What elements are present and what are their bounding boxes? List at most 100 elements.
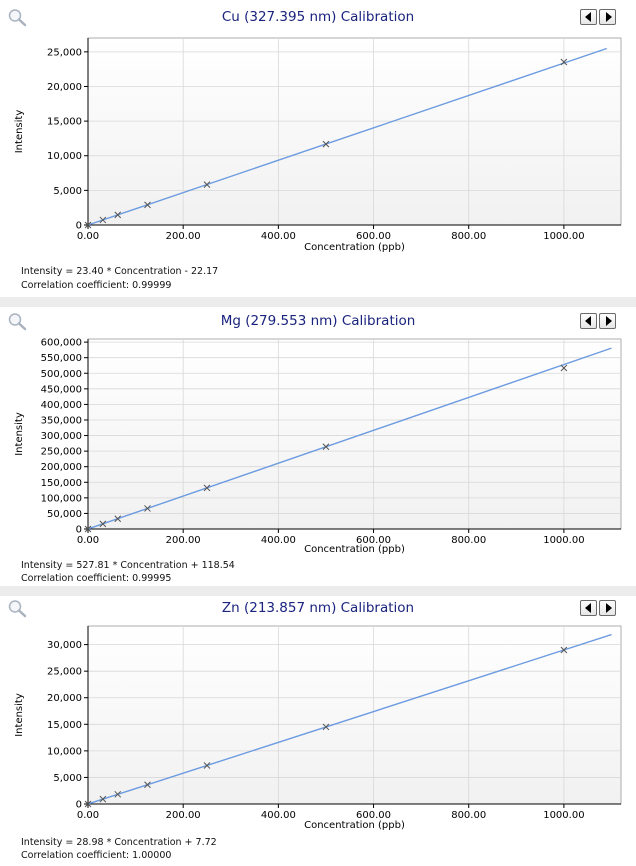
panel-separator (0, 586, 636, 596)
panel-header: Cu (327.395 nm) Calibration (4, 6, 632, 28)
y-tick-label: 250,000 (41, 447, 82, 458)
y-tick-label: 400,000 (41, 400, 82, 411)
x-tick-label: 0.00 (77, 535, 99, 546)
x-tick-label: 0.00 (77, 810, 99, 821)
previous-chart-button[interactable] (580, 600, 597, 616)
calibration-fit-line (87, 633, 612, 805)
point-mark (560, 58, 568, 66)
x-tick-label: 200.00 (166, 810, 201, 821)
y-tick-label: 450,000 (41, 384, 82, 395)
magnifier-icon[interactable] (7, 8, 29, 28)
next-chart-button[interactable] (599, 313, 616, 329)
x-tick-label: 1000.00 (543, 810, 584, 821)
arrow-left-icon (584, 12, 591, 22)
y-tick-label: 500,000 (41, 369, 82, 380)
y-tick-label: 550,000 (41, 353, 82, 364)
calibration-point (203, 181, 211, 188)
calibration-point (560, 364, 568, 372)
calibration-point (99, 520, 107, 528)
y-tick-label: 0 (76, 221, 82, 232)
calibration-equation: Intensity = 23.40 * Concentration - 22.1… (21, 266, 219, 277)
calibration-fit-line (87, 47, 607, 226)
point-mark (144, 201, 151, 209)
chart-navigation (580, 9, 616, 25)
arrow-right-icon (605, 316, 612, 326)
point-mark (203, 762, 211, 769)
calibration-chart-cu: 0 5,000 10,000 15,000 20,000 25,000 0.00 200.00… (14, 37, 622, 253)
correlation-coefficient: Correlation coefficient: 1.00000 (21, 850, 172, 861)
plot-area (87, 37, 622, 226)
calibration-point (99, 216, 107, 224)
x-tick-label: 400.00 (261, 535, 296, 546)
point-mark (99, 216, 107, 224)
y-tick-label: 10,000 (47, 151, 82, 162)
point-mark (114, 211, 122, 219)
arrow-left-icon (584, 603, 591, 613)
y-axis-label: Intensity (14, 412, 25, 456)
panel-separator (0, 297, 636, 307)
y-tick-label: 0 (76, 800, 82, 811)
chart-navigation (580, 313, 616, 329)
calibration-point (99, 795, 107, 803)
x-tick-label: 400.00 (261, 231, 296, 242)
y-tick-label: 20,000 (47, 693, 82, 704)
calibration-point (560, 646, 568, 654)
point-mark (203, 484, 211, 492)
arrow-left-icon (584, 316, 591, 326)
next-chart-button[interactable] (599, 9, 616, 25)
point-mark (203, 181, 211, 188)
point-mark (322, 723, 330, 731)
y-tick-label: 25,000 (47, 667, 82, 678)
previous-chart-button[interactable] (580, 313, 597, 329)
calibration-point (114, 790, 122, 798)
y-tick-label: 50,000 (47, 509, 82, 520)
point-mark (84, 221, 92, 229)
y-tick-label: 25,000 (47, 47, 82, 58)
next-chart-button[interactable] (599, 600, 616, 616)
x-axis-label: Concentration (ppb) (304, 820, 405, 831)
calibration-point (203, 484, 211, 492)
correlation-coefficient: Correlation coefficient: 0.99999 (21, 280, 172, 291)
calibration-point (84, 525, 92, 533)
chart-panel-zn: Zn (213.857 nm) Calibration 0 5,000 10,000… (4, 597, 632, 866)
calibration-point (322, 140, 330, 148)
y-tick-label: 30,000 (47, 640, 82, 651)
x-tick-label: 800.00 (451, 810, 486, 821)
point-mark (560, 646, 568, 654)
magnifier-icon[interactable] (7, 599, 29, 619)
x-tick-label: 600.00 (356, 535, 391, 546)
chart-panel-cu: Cu (327.395 nm) Calibration 0 5,000 10,000… (4, 6, 632, 296)
x-tick-label: 200.00 (166, 231, 201, 242)
calibration-point (322, 443, 330, 451)
calibration-chart-zn: 0 5,000 10,000 15,000 20,000 25,000 30,000 0.00… (14, 625, 622, 831)
point-mark (114, 515, 122, 523)
point-mark (322, 140, 330, 148)
x-tick-label: 400.00 (261, 810, 296, 821)
x-tick-label: 600.00 (356, 810, 391, 821)
x-tick-label: 200.00 (166, 535, 201, 546)
calibration-equation: Intensity = 28.98 * Concentration + 7.72 (21, 837, 217, 848)
point-mark (84, 800, 92, 808)
x-axis-label: Concentration (ppb) (304, 242, 405, 253)
y-tick-label: 5,000 (53, 186, 82, 197)
chart-title: Zn (213.857 nm) Calibration (221, 600, 415, 616)
y-tick-label: 15,000 (47, 720, 82, 731)
point-mark (114, 790, 122, 798)
x-tick-label: 800.00 (451, 535, 486, 546)
calibration-chart-mg: 0 50,000 100,000 150,000 200,000 250,000 300,0… (14, 338, 622, 555)
y-tick-label: 0 (76, 525, 82, 536)
magnifier-icon[interactable] (7, 312, 29, 332)
calibration-fit-line (87, 347, 612, 530)
previous-chart-button[interactable] (580, 9, 597, 25)
panel-header: Zn (213.857 nm) Calibration (4, 597, 632, 619)
arrow-right-icon (605, 12, 612, 22)
y-axis-label: Intensity (14, 693, 25, 737)
x-tick-label: 600.00 (356, 231, 391, 242)
calibration-point (114, 211, 122, 219)
y-tick-label: 300,000 (41, 431, 82, 442)
y-tick-label: 150,000 (41, 478, 82, 489)
point-mark (144, 781, 151, 789)
y-tick-label: 5,000 (53, 773, 82, 784)
correlation-coefficient: Correlation coefficient: 0.99995 (21, 573, 172, 584)
y-axis-label: Intensity (14, 110, 25, 154)
